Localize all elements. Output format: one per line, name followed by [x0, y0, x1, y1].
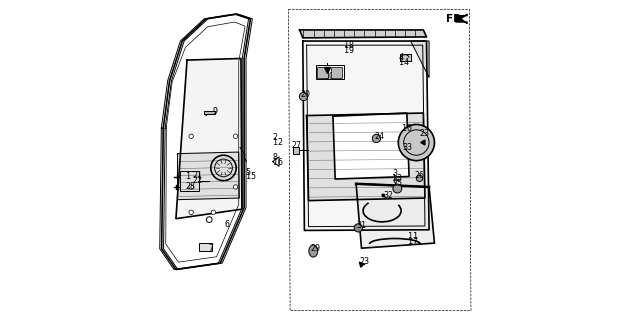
Text: 2: 2 [273, 133, 278, 142]
Text: 23: 23 [359, 257, 369, 266]
Text: 8: 8 [273, 153, 278, 162]
Text: 14: 14 [399, 58, 409, 67]
Text: 11: 11 [408, 232, 418, 241]
Ellipse shape [309, 245, 318, 257]
Text: 32: 32 [384, 191, 394, 200]
Text: 24: 24 [374, 132, 384, 141]
Polygon shape [356, 184, 435, 248]
Text: 17: 17 [408, 237, 418, 246]
Polygon shape [176, 59, 242, 219]
Text: 5: 5 [245, 168, 251, 177]
Text: 29: 29 [310, 244, 321, 253]
Polygon shape [273, 157, 279, 166]
Bar [317, 68, 328, 77]
Text: FR.: FR. [445, 14, 465, 24]
Text: 28: 28 [186, 181, 196, 190]
Text: 20: 20 [300, 91, 310, 100]
Text: 15: 15 [245, 172, 256, 181]
Text: 9: 9 [213, 107, 218, 116]
Polygon shape [300, 30, 427, 38]
Text: 22: 22 [192, 176, 203, 185]
Bar [331, 68, 342, 77]
Polygon shape [411, 41, 429, 77]
Text: 16: 16 [273, 158, 283, 167]
Bar [204, 111, 215, 114]
Text: 23: 23 [420, 129, 430, 138]
Text: 30: 30 [324, 72, 334, 81]
Circle shape [233, 134, 238, 139]
Circle shape [189, 134, 193, 139]
Text: 27: 27 [292, 141, 302, 150]
Text: 19: 19 [344, 46, 354, 55]
Bar [199, 243, 213, 251]
Circle shape [299, 92, 307, 101]
Circle shape [416, 175, 423, 181]
Polygon shape [307, 113, 425, 201]
Bar [399, 54, 411, 61]
Text: 12: 12 [273, 138, 283, 147]
Circle shape [189, 210, 193, 215]
Text: 13: 13 [392, 174, 403, 183]
Bar [293, 147, 299, 154]
Circle shape [398, 124, 435, 161]
Circle shape [189, 185, 193, 189]
Polygon shape [456, 14, 467, 24]
Circle shape [354, 224, 362, 232]
Text: 33: 33 [402, 143, 412, 152]
Text: 25: 25 [392, 179, 403, 188]
Circle shape [233, 185, 238, 189]
Text: 7: 7 [208, 244, 213, 253]
Circle shape [211, 210, 216, 215]
Polygon shape [303, 41, 429, 230]
Text: 4: 4 [399, 53, 404, 62]
Text: 21: 21 [192, 171, 203, 180]
Text: 1: 1 [186, 172, 191, 181]
Bar [180, 172, 199, 191]
Text: 3: 3 [392, 169, 398, 178]
Circle shape [393, 184, 402, 193]
Text: 26: 26 [415, 171, 425, 180]
Polygon shape [333, 113, 409, 179]
Text: 18: 18 [344, 41, 354, 50]
Polygon shape [177, 152, 239, 200]
Text: 31: 31 [356, 221, 366, 230]
Text: 10: 10 [402, 124, 412, 133]
Text: 6: 6 [224, 220, 229, 229]
Circle shape [382, 194, 386, 197]
Bar [316, 65, 344, 79]
Circle shape [372, 134, 380, 142]
